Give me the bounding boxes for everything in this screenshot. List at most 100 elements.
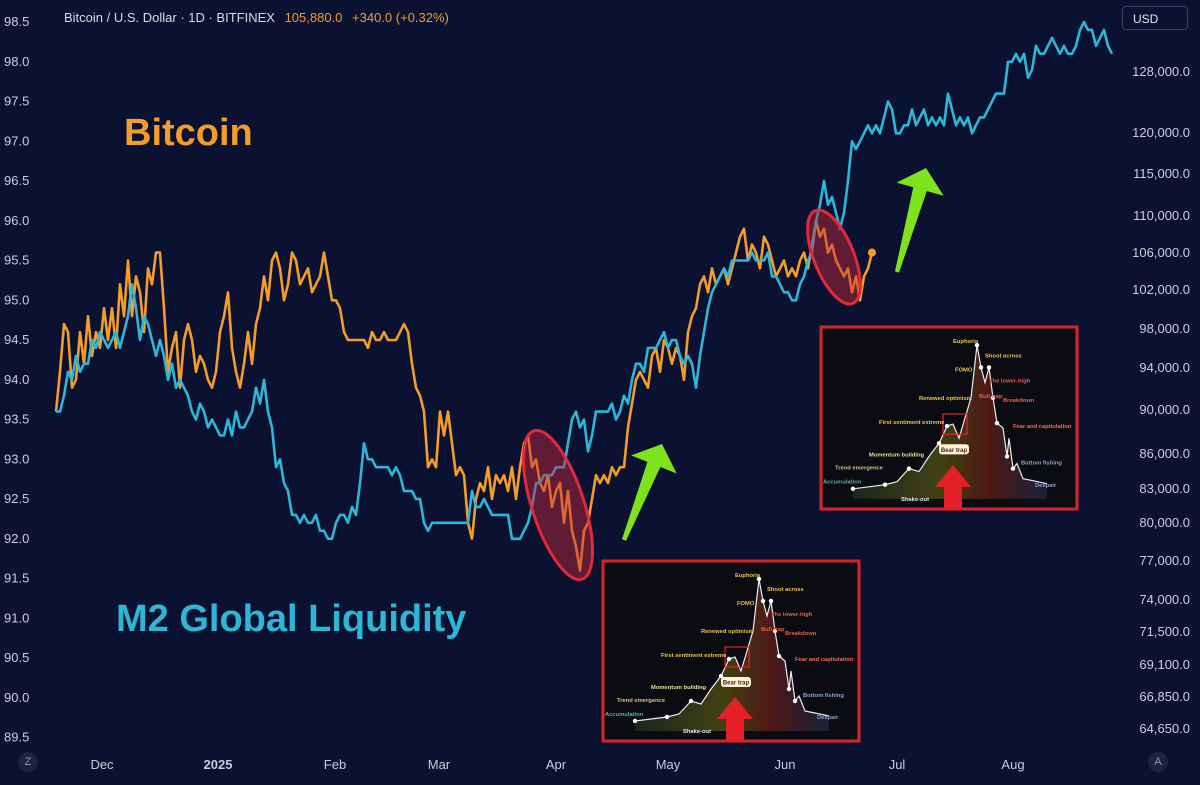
highlight-ellipse	[806, 208, 862, 306]
left-tick-label: 90.5	[4, 650, 29, 665]
left-tick-label: 92.5	[4, 491, 29, 506]
bitcoin-last-point	[868, 248, 876, 257]
x-tick-label: Jul	[889, 757, 906, 772]
cycle-stage-label: Despair	[1035, 483, 1057, 489]
cycle-stage-label: Renewed optimism	[701, 629, 754, 635]
price-label: 105,880.0	[284, 10, 343, 25]
cycle-stage-label: Breakdown	[785, 631, 817, 637]
right-tick-label: 83,000.0	[1139, 481, 1190, 496]
cycle-stage-label: The lower-high	[771, 612, 813, 618]
market-cycle-inset: Accumulation Trend emergence Momentum buil…	[819, 325, 1079, 511]
symbol-label: Bitcoin / U.S. Dollar · 1D · BITFINEX	[64, 10, 275, 25]
left-axis: 98.5 98.0 97.5 97.0 96.5 96.0 95.5 95.0 94.5 94.0…	[4, 14, 29, 745]
x-tick-label: Aug	[1001, 757, 1024, 772]
x-tick-label: May	[656, 757, 681, 772]
right-tick-label: 110,000.0	[1133, 208, 1190, 223]
cycle-stage-label: Fear and capitulation	[795, 657, 854, 663]
cycle-stage-label: Breakdown	[1003, 398, 1035, 404]
right-tick-label: 69,100.0	[1139, 657, 1190, 672]
cycle-stage-label: Renewed optimism	[919, 396, 972, 402]
left-tick-label: 92.0	[4, 531, 29, 546]
right-tick-label: 66,850.0	[1139, 689, 1190, 704]
left-tick-label: 98.5	[4, 14, 29, 29]
right-tick-label: 94,000.0	[1139, 360, 1190, 375]
bitcoin-label: Bitcoin	[124, 112, 253, 154]
bear-trap-label: Bear trap	[941, 448, 968, 454]
cycle-stage-label: Accumulation	[605, 712, 644, 718]
right-tick-label: 71,500.0	[1139, 624, 1190, 639]
x-tick-label: Jun	[775, 757, 796, 772]
cycle-stage-label: Euphoria	[953, 339, 979, 345]
bear-trap-label: Bear trap	[723, 681, 750, 687]
right-tick-label: 120,000.0	[1132, 125, 1190, 140]
left-tick-label: 94.0	[4, 372, 29, 387]
cycle-stage-label: FOMO	[737, 601, 755, 607]
x-tick-label: Feb	[324, 757, 346, 772]
auto-scale-button[interactable]: A	[1148, 752, 1168, 772]
right-tick-label: 64,650.0	[1139, 721, 1190, 736]
left-tick-label: 90.0	[4, 690, 29, 705]
cycle-stage-label: Momentum building	[869, 452, 925, 458]
series-layer	[54, 20, 1114, 572]
cycle-stage-label: Trend emergence	[617, 698, 666, 704]
cycle-stage-label: First sentiment extreme	[661, 653, 727, 659]
left-tick-label: 93.0	[4, 451, 29, 466]
red-up-arrow-icon	[935, 465, 971, 509]
right-tick-label: 115,000.0	[1133, 166, 1190, 181]
left-tick-label: 96.0	[4, 213, 29, 228]
cycle-stage-label: Bull trap	[979, 394, 1003, 400]
cycle-stage-label: Shoot across	[985, 353, 1022, 359]
m2-label: M2 Global Liquidity	[116, 598, 467, 640]
right-tick-label: 74,000.0	[1139, 592, 1190, 607]
left-tick-label: 95.0	[4, 292, 29, 307]
cycle-stage-label: Shoot across	[767, 587, 804, 593]
x-tick-label: Apr	[546, 757, 567, 772]
cycle-stage-label: Momentum building	[651, 685, 707, 691]
zoom-button[interactable]: Z	[18, 752, 38, 772]
cycle-stage-label: Bottom fishing	[803, 693, 844, 699]
chart-header: Bitcoin / U.S. Dollar · 1D · BITFINEX 10…	[64, 10, 449, 25]
right-tick-label: 90,000.0	[1139, 402, 1190, 417]
right-tick-label: 98,000.0	[1139, 321, 1190, 336]
right-tick-label: 128,000.0	[1132, 64, 1190, 79]
cycle-stage-label: Euphoria	[735, 573, 761, 579]
cycle-stage-label: Shake-out	[683, 729, 711, 735]
highlight-ellipse	[521, 428, 595, 582]
cycle-stage-label: Fear and capitulation	[1013, 424, 1072, 430]
overlay-layer	[521, 168, 944, 582]
right-tick-label: 106,000.0	[1132, 245, 1190, 260]
left-tick-label: 91.5	[4, 571, 29, 586]
left-tick-label: 93.5	[4, 412, 29, 427]
right-tick-label: 77,000.0	[1139, 553, 1190, 568]
cycle-stage-label: Shake-out	[901, 497, 929, 503]
cycle-stage-label: First sentiment extreme	[879, 420, 945, 426]
change-label: +340.0 (+0.32%)	[352, 10, 449, 25]
left-tick-label: 96.5	[4, 173, 29, 188]
cycle-stage-label: Bottom fishing	[1021, 461, 1062, 467]
x-tick-label: Dec	[90, 757, 114, 772]
green-up-arrow-icon	[622, 444, 677, 541]
inset-layer: Accumulation Trend emergence Momentum buil…	[601, 325, 1079, 743]
green-up-arrow-icon	[895, 168, 944, 273]
right-tick-label: 80,000.0	[1139, 515, 1190, 530]
bitcoin-line	[54, 219, 874, 572]
left-tick-label: 89.5	[4, 730, 29, 745]
cycle-stage-label: Accumulation	[823, 480, 862, 486]
x-tick-label: Mar	[428, 757, 451, 772]
right-tick-label: 102,000.0	[1132, 282, 1190, 297]
cycle-stage-label: Bull trap	[761, 627, 785, 633]
right-axis: 128,000.0 120,000.0 115,000.0 110,000.0 106,…	[1132, 64, 1190, 736]
cycle-stage-label: FOMO	[955, 368, 973, 374]
x-tick-label: 2025	[204, 757, 233, 772]
right-tick-label: 86,000.0	[1139, 446, 1190, 461]
x-axis: Dec 2025 Feb Mar Apr May Jun Jul Aug	[90, 757, 1024, 772]
left-tick-label: 97.0	[4, 133, 29, 148]
currency-button[interactable]: USD	[1122, 6, 1188, 30]
left-tick-label: 98.0	[4, 54, 29, 69]
left-tick-label: 91.0	[4, 610, 29, 625]
left-tick-label: 97.5	[4, 94, 29, 109]
cycle-stage-label: Despair	[817, 715, 839, 721]
cycle-stage-label: Trend emergence	[835, 466, 884, 472]
